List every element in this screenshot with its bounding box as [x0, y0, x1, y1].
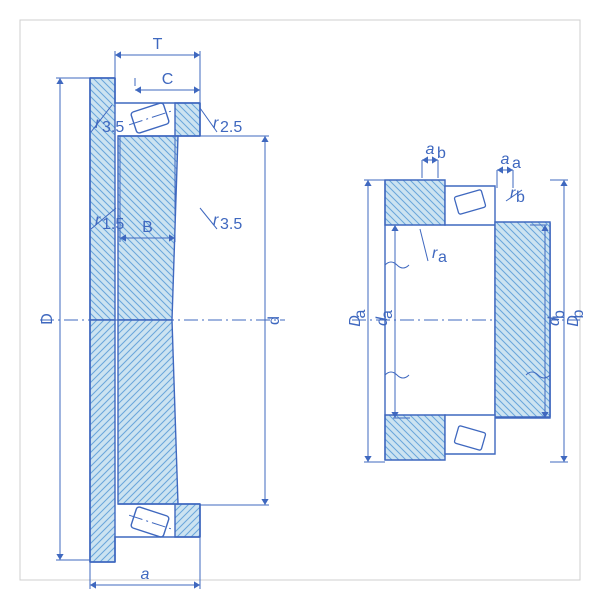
left-section-view: TCBDdar3.5r2.5r1.5r3.5	[0, 36, 356, 589]
svg-text:b: b	[516, 189, 525, 206]
svg-text:2.5: 2.5	[220, 119, 242, 136]
svg-text:r: r	[95, 212, 101, 229]
svg-text:a: a	[501, 151, 510, 168]
svg-text:r: r	[95, 115, 101, 132]
svg-text:a: a	[379, 310, 396, 319]
svg-text:a: a	[141, 566, 150, 583]
svg-text:r: r	[213, 212, 219, 229]
svg-text:3.5: 3.5	[220, 216, 242, 233]
svg-text:a: a	[426, 141, 435, 158]
svg-text:d: d	[266, 316, 283, 325]
svg-text:3.5: 3.5	[102, 119, 124, 136]
svg-text:r: r	[213, 115, 219, 132]
svg-text:B: B	[142, 219, 153, 236]
svg-text:C: C	[162, 71, 174, 88]
right-mounting-view: DadaDbdbabaararb	[300, 141, 600, 462]
svg-text:T: T	[153, 36, 163, 53]
svg-text:b: b	[551, 310, 568, 319]
svg-text:a: a	[352, 309, 369, 318]
svg-text:D: D	[39, 313, 56, 325]
svg-text:b: b	[437, 145, 446, 162]
svg-text:a: a	[438, 249, 447, 266]
svg-text:b: b	[570, 309, 587, 318]
svg-text:a: a	[512, 155, 521, 172]
svg-text:1.5: 1.5	[102, 216, 124, 233]
